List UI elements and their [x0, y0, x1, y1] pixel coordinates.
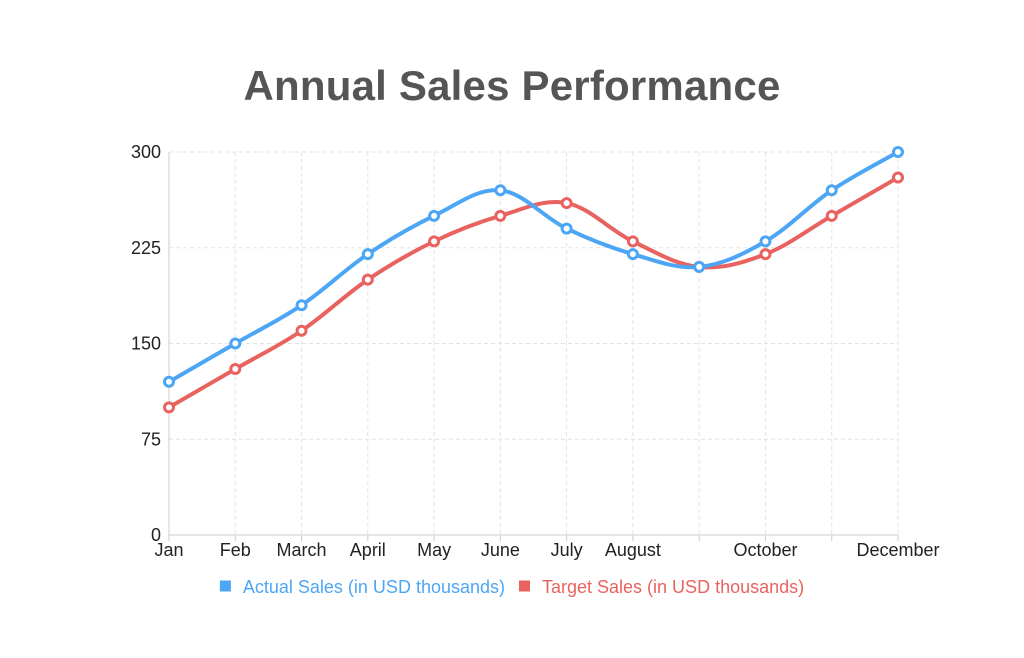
y-tick-label: 150 — [131, 334, 161, 354]
data-point-actual[interactable] — [229, 337, 242, 350]
data-point-actual[interactable] — [560, 222, 573, 235]
data-point-actual[interactable] — [163, 375, 175, 388]
y-tick-label: 300 — [131, 142, 161, 162]
legend-item-target[interactable]: Target Sales (in USD thousands) — [519, 577, 804, 597]
x-tick-label: June — [481, 540, 520, 560]
x-tick-label: Jan — [154, 540, 183, 560]
data-point-actual[interactable] — [892, 146, 904, 158]
data-point-target[interactable] — [163, 401, 175, 414]
x-tick-label: August — [605, 540, 661, 560]
data-point-actual[interactable] — [825, 184, 838, 197]
data-point-target[interactable] — [759, 248, 772, 261]
data-point-actual[interactable] — [626, 248, 639, 261]
data-point-target[interactable] — [428, 235, 441, 248]
data-point-target[interactable] — [494, 209, 507, 222]
series-layer — [167, 150, 900, 410]
data-point-target[interactable] — [361, 273, 374, 286]
x-tick-label: October — [733, 540, 797, 560]
data-point-actual[interactable] — [494, 184, 507, 197]
x-tick-label: July — [551, 540, 583, 560]
y-tick-label: 75 — [141, 429, 161, 449]
data-point-actual[interactable] — [295, 299, 308, 312]
axis-layer: 0 75 150 225 300 Jan Feb March April May June July A… — [131, 142, 940, 560]
x-tick-label: December — [856, 540, 939, 560]
legend: Actual Sales (in USD thousands) Target Sa… — [219, 577, 804, 597]
legend-label: Target Sales (in USD thousands) — [542, 577, 804, 597]
data-point-actual[interactable] — [361, 248, 374, 261]
chart-title: Annual Sales Performance — [243, 62, 781, 109]
x-tick-label: May — [417, 540, 451, 560]
legend-item-actual[interactable]: Actual Sales (in USD thousands) — [219, 577, 505, 597]
x-tick-label: Feb — [220, 540, 251, 560]
legend-swatch — [219, 580, 231, 592]
points-layer — [163, 146, 904, 414]
data-point-actual[interactable] — [693, 260, 706, 273]
data-point-actual[interactable] — [428, 209, 441, 222]
data-point-target[interactable] — [295, 324, 308, 337]
series-line-target — [167, 175, 900, 410]
x-tick-label: March — [277, 540, 327, 560]
grid-layer — [169, 151, 899, 535]
data-point-target[interactable] — [892, 171, 904, 184]
legend-label: Actual Sales (in USD thousands) — [243, 577, 505, 597]
data-point-target[interactable] — [229, 363, 242, 376]
data-point-target[interactable] — [825, 209, 838, 222]
y-tick-label: 225 — [131, 238, 161, 258]
data-point-actual[interactable] — [759, 235, 772, 248]
data-point-target[interactable] — [626, 235, 639, 248]
x-tick-label: April — [350, 540, 386, 560]
legend-swatch — [519, 580, 530, 592]
data-point-target[interactable] — [560, 197, 573, 210]
y-tick-label: 0 — [151, 525, 161, 545]
